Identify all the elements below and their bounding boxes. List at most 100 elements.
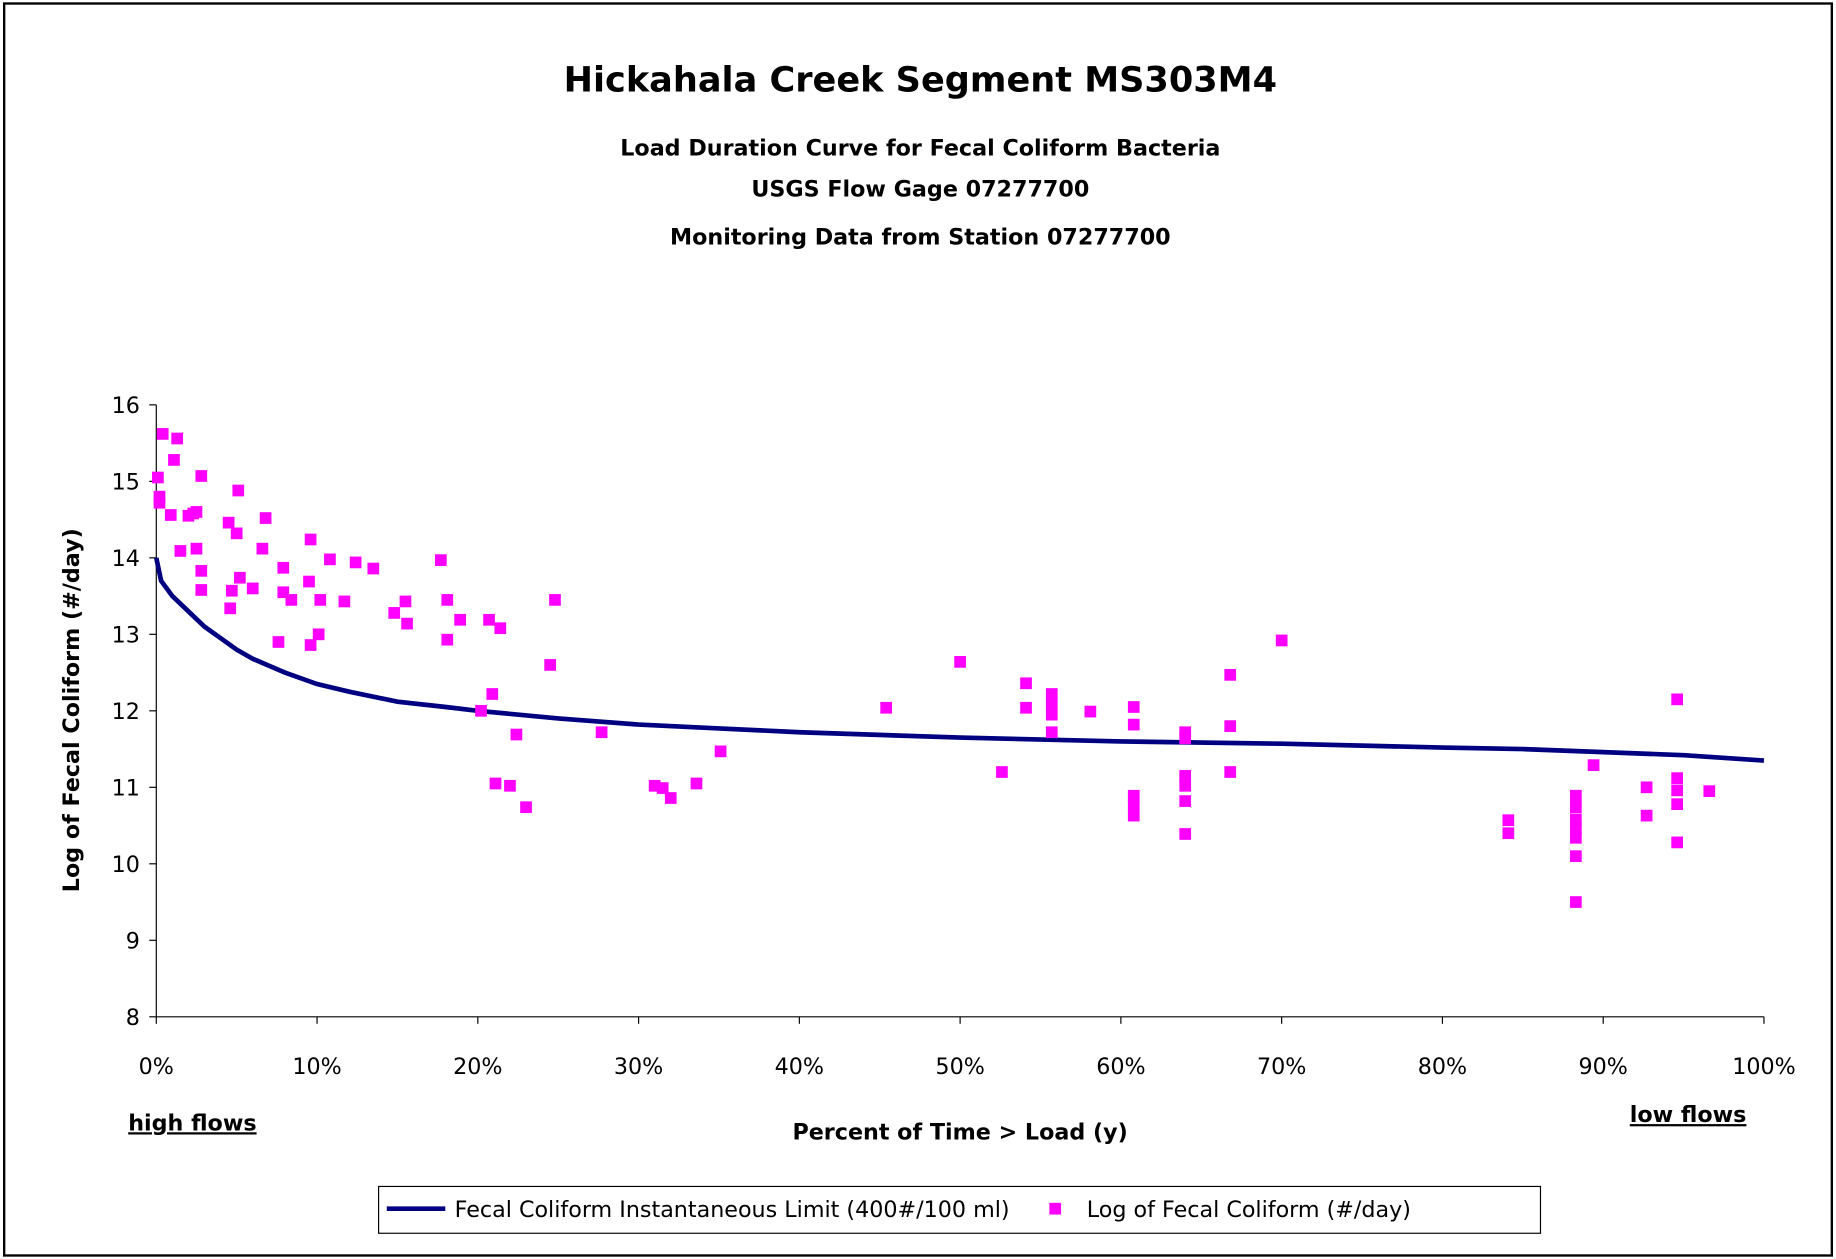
y-tick-label: 12 xyxy=(112,699,140,725)
x-tick-label: 90% xyxy=(1579,1054,1628,1080)
data-point xyxy=(164,509,177,521)
y-tick-label: 10 xyxy=(112,852,140,878)
y-tick-label: 14 xyxy=(112,546,140,572)
chart-title: Hickahala Creek Segment MS303M4 xyxy=(564,59,1277,100)
subtitle: Load Duration Curve for Fecal Coliform B… xyxy=(620,136,1220,162)
data-point xyxy=(1570,831,1582,844)
y-tick-label: 11 xyxy=(112,776,140,802)
legend-swatch xyxy=(1049,1202,1062,1215)
data-point xyxy=(714,745,727,758)
data-point xyxy=(259,512,272,524)
data-point xyxy=(190,542,203,555)
data-point xyxy=(1020,701,1032,714)
data-point xyxy=(234,571,246,584)
data-point xyxy=(153,490,166,503)
data-point xyxy=(1179,769,1192,782)
data-point xyxy=(544,659,557,671)
data-point xyxy=(1127,789,1140,802)
data-point xyxy=(338,595,351,608)
data-point xyxy=(1179,732,1192,745)
data-point xyxy=(277,561,290,574)
data-point xyxy=(595,726,608,739)
data-point xyxy=(324,553,336,566)
data-point xyxy=(1224,766,1237,778)
x-tick-label: 80% xyxy=(1418,1054,1467,1080)
data-point xyxy=(195,470,208,482)
data-point xyxy=(388,607,401,619)
data-point xyxy=(954,656,966,668)
data-point xyxy=(195,564,208,577)
subtitle: USGS Flow Gage 07277700 xyxy=(751,177,1089,203)
data-point xyxy=(1045,708,1058,721)
data-point xyxy=(1671,693,1683,706)
data-point xyxy=(314,594,327,606)
data-point xyxy=(1570,850,1582,863)
data-point xyxy=(1570,813,1582,826)
data-point xyxy=(156,428,169,440)
y-tick-label: 13 xyxy=(112,623,140,649)
data-point xyxy=(1671,798,1683,810)
x-tick-label: 0% xyxy=(139,1054,174,1080)
x-tick-label: 70% xyxy=(1257,1054,1306,1080)
data-point xyxy=(152,471,164,484)
data-point xyxy=(222,516,235,529)
data-point xyxy=(277,586,290,599)
data-point xyxy=(648,779,661,792)
data-point xyxy=(303,575,315,588)
x-axis-label: Percent of Time > Load (y) xyxy=(792,1120,1127,1146)
data-point xyxy=(1703,785,1716,797)
data-point xyxy=(1224,669,1237,681)
data-point xyxy=(1179,828,1192,840)
data-point xyxy=(312,628,325,641)
data-point xyxy=(434,554,447,566)
data-point xyxy=(171,432,184,445)
data-point xyxy=(494,622,507,635)
data-point xyxy=(1587,759,1600,771)
data-point xyxy=(996,766,1008,778)
x-tick-label: 20% xyxy=(453,1054,502,1080)
data-point xyxy=(401,617,413,630)
data-point xyxy=(1179,726,1192,739)
data-point xyxy=(1084,705,1097,718)
data-point xyxy=(1570,822,1582,835)
data-point xyxy=(489,777,502,790)
subtitle: Monitoring Data from Station 07277700 xyxy=(670,225,1171,251)
y-axis-label: Log of Fecal Coliform (#/day) xyxy=(59,528,85,892)
data-point xyxy=(1045,697,1058,710)
data-point xyxy=(1671,784,1683,797)
data-point xyxy=(1570,896,1582,908)
data-point xyxy=(656,782,669,794)
data-point xyxy=(1570,801,1582,814)
legend xyxy=(378,1185,1542,1234)
data-point xyxy=(1179,779,1192,792)
data-point xyxy=(441,633,454,646)
data-point xyxy=(664,792,677,804)
data-point xyxy=(195,584,208,596)
data-point xyxy=(246,582,259,595)
data-point xyxy=(454,613,466,626)
y-tick-label: 16 xyxy=(112,393,140,419)
data-point xyxy=(1502,827,1515,840)
data-point xyxy=(441,594,454,606)
data-point xyxy=(1671,772,1683,784)
x-tick-label: 40% xyxy=(775,1054,824,1080)
x-tick-label: 100% xyxy=(1732,1054,1796,1080)
data-point xyxy=(510,728,523,741)
data-point xyxy=(1127,701,1140,713)
data-point xyxy=(504,779,516,792)
data-point xyxy=(549,594,561,606)
data-point xyxy=(367,562,380,575)
x-tick-label: 10% xyxy=(292,1054,341,1080)
y-tick-label: 8 xyxy=(126,1005,140,1031)
chart-border xyxy=(3,2,1833,1257)
data-point xyxy=(168,454,180,466)
data-point xyxy=(1640,781,1653,794)
data-point xyxy=(520,801,532,814)
data-point xyxy=(1502,814,1515,827)
data-point xyxy=(486,688,499,700)
data-point xyxy=(690,777,703,790)
legend-label: Log of Fecal Coliform (#/day) xyxy=(1087,1197,1411,1223)
data-point xyxy=(1045,688,1058,700)
